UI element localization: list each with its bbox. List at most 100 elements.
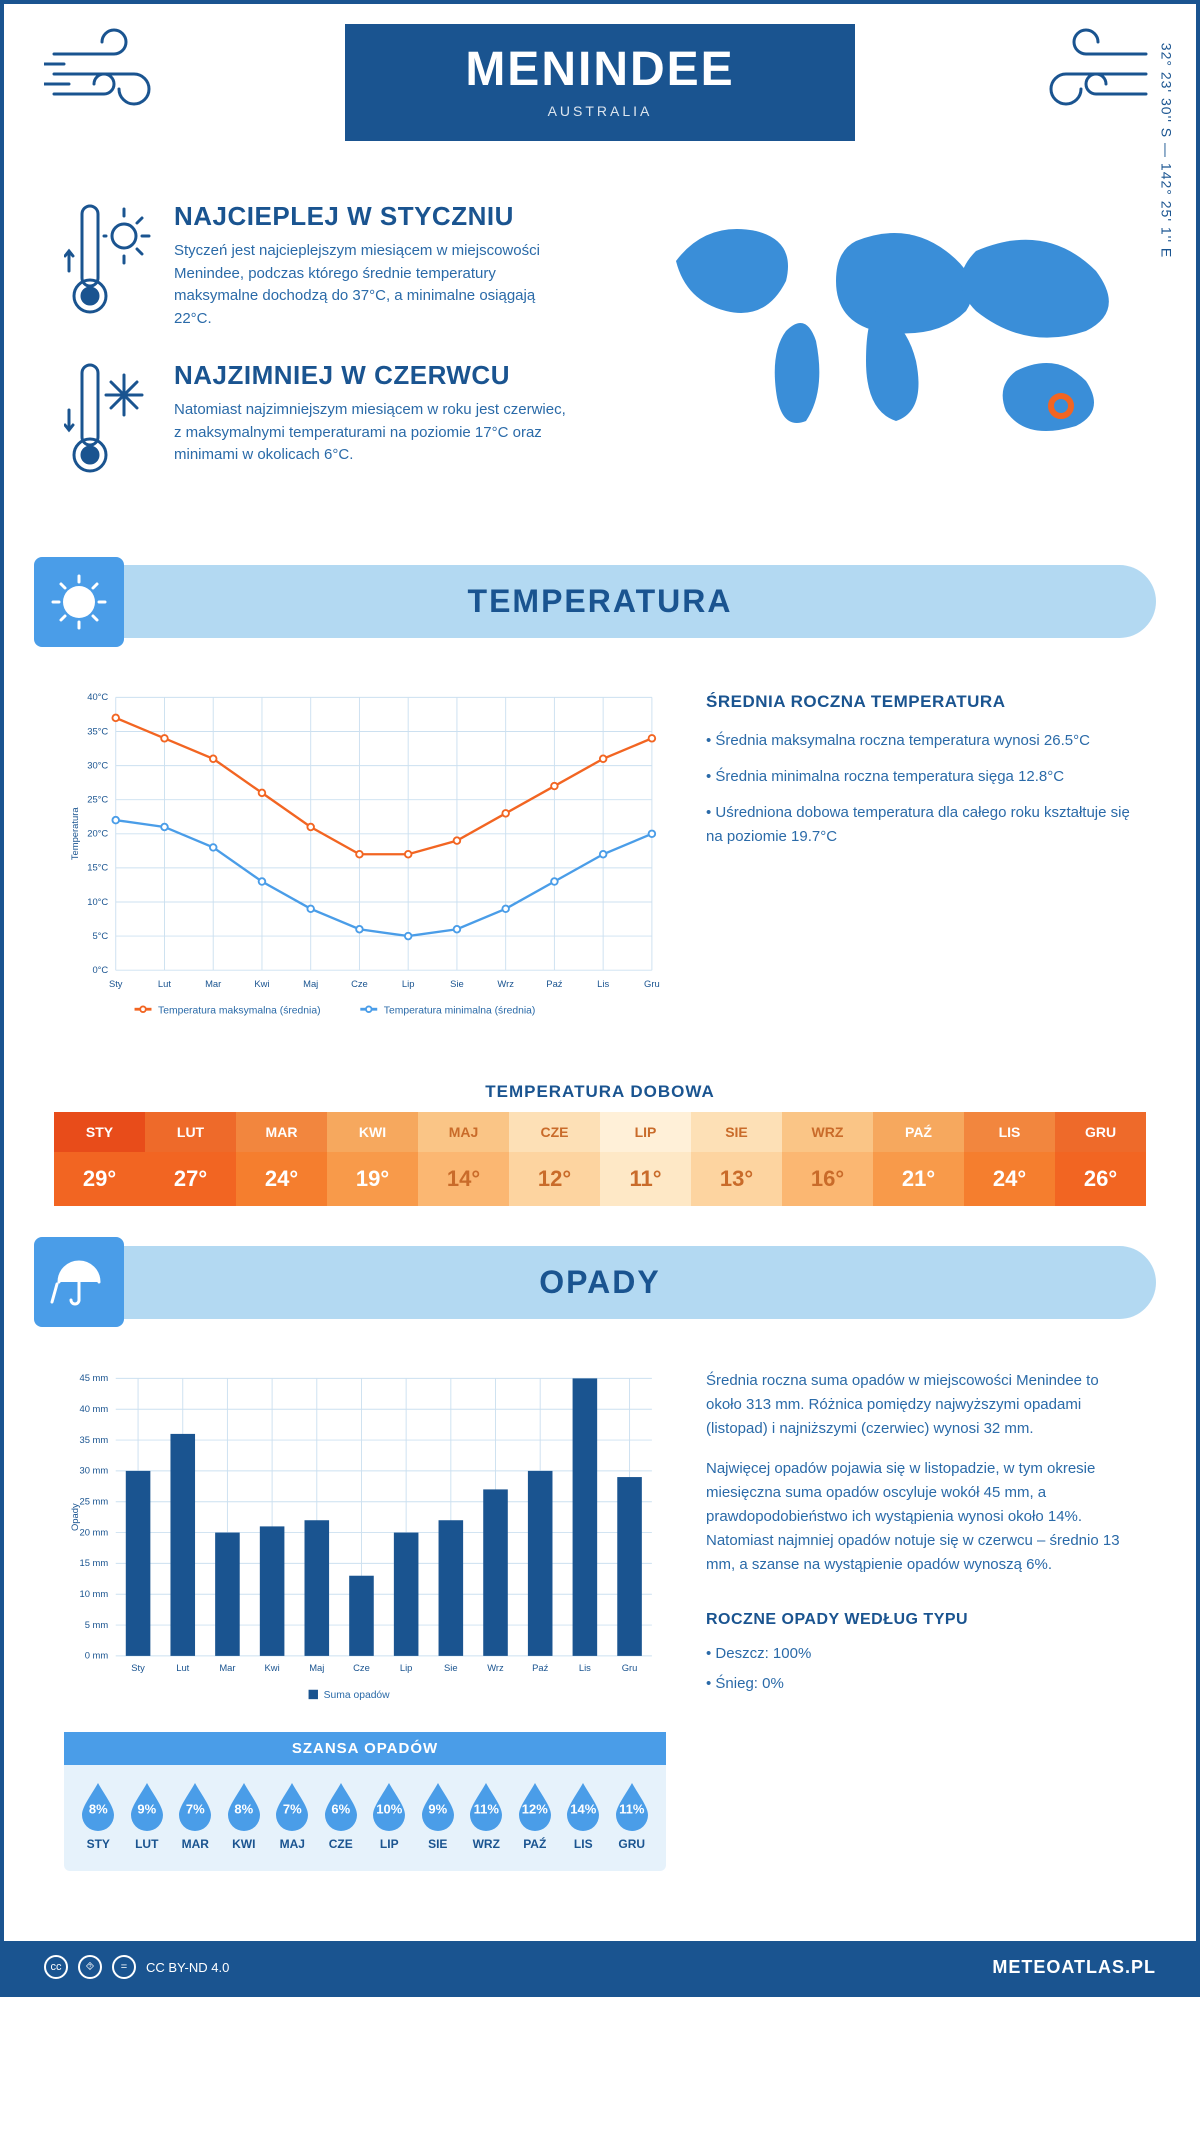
summary-title: ŚREDNIA ROCZNA TEMPERATURA — [706, 688, 1136, 715]
svg-text:Lis: Lis — [597, 978, 609, 989]
svg-text:10 mm: 10 mm — [80, 1588, 109, 1599]
rain-chart-row: 0 mm5 mm10 mm15 mm20 mm25 mm30 mm35 mm40… — [4, 1339, 1196, 1902]
daily-temp-title: TEMPERATURA DOBOWA — [4, 1082, 1196, 1102]
svg-text:25°C: 25°C — [87, 794, 108, 805]
by-icon: ⯑ — [78, 1955, 102, 1979]
svg-text:Kwi: Kwi — [254, 978, 269, 989]
footer: cc ⯑ = CC BY-ND 4.0 METEOATLAS.PL — [4, 1941, 1196, 1993]
svg-text:Sty: Sty — [109, 978, 123, 989]
drop-col: 12% PAŹ — [511, 1781, 560, 1851]
coldest-block: NAJZIMNIEJ W CZERWCU Natomiast najzimnie… — [64, 360, 616, 485]
svg-text:Paź: Paź — [532, 1662, 548, 1673]
svg-text:Temperatura: Temperatura — [69, 807, 80, 860]
license-text: CC BY-ND 4.0 — [146, 1960, 229, 1975]
drop-col: 8% STY — [74, 1781, 123, 1851]
svg-text:0°C: 0°C — [92, 964, 108, 975]
svg-text:20 mm: 20 mm — [80, 1526, 109, 1537]
svg-text:5 mm: 5 mm — [85, 1619, 109, 1630]
drop-col: 7% MAJ — [268, 1781, 317, 1851]
raindrop-icon: 11% — [612, 1781, 652, 1831]
svg-text:Opady: Opady — [69, 1503, 80, 1531]
svg-text:Sie: Sie — [450, 978, 464, 989]
svg-text:25 mm: 25 mm — [80, 1495, 109, 1506]
rain-chance-panel: SZANSA OPADÓW 8% STY 9% LUT 7% MAR 8% KW… — [64, 1732, 666, 1871]
type-bullet: • Deszcz: 100% — [706, 1642, 1136, 1666]
svg-text:Cze: Cze — [351, 978, 368, 989]
svg-text:Lis: Lis — [579, 1662, 591, 1673]
rain-text-2: Najwięcej opadów pojawia się w listopadz… — [706, 1457, 1136, 1577]
drop-col: 6% CZE — [317, 1781, 366, 1851]
svg-text:30°C: 30°C — [87, 759, 108, 770]
temperature-line-chart: 0°C5°C10°C15°C20°C25°C30°C35°C40°CStyLut… — [64, 688, 666, 1027]
drop-col: 8% KWI — [220, 1781, 269, 1851]
svg-text:10°C: 10°C — [87, 896, 108, 907]
svg-text:15°C: 15°C — [87, 862, 108, 873]
temperature-section-bar: TEMPERATURA — [44, 565, 1156, 638]
coordinates: 32° 23' 30'' S — 142° 25' 1'' E — [1158, 43, 1174, 258]
svg-text:Gru: Gru — [644, 978, 660, 989]
nd-icon: = — [112, 1955, 136, 1979]
raindrop-icon: 10% — [369, 1781, 409, 1831]
temp-col: KWI 19° — [327, 1112, 418, 1206]
svg-text:30 mm: 30 mm — [80, 1464, 109, 1475]
raindrop-icon: 7% — [272, 1781, 312, 1831]
raindrop-icon: 6% — [321, 1781, 361, 1831]
wind-icon — [44, 24, 184, 124]
svg-text:5°C: 5°C — [92, 930, 108, 941]
drop-col: 11% WRZ — [462, 1781, 511, 1851]
svg-text:Lut: Lut — [176, 1662, 189, 1673]
sun-icon — [34, 557, 124, 647]
temp-col: CZE 12° — [509, 1112, 600, 1206]
summary-bullet: • Średnia maksymalna roczna temperatura … — [706, 729, 1136, 753]
svg-text:Wrz: Wrz — [487, 1662, 504, 1673]
summary-bullet: • Średnia minimalna roczna temperatura s… — [706, 765, 1136, 789]
raindrop-icon: 12% — [515, 1781, 555, 1831]
umbrella-icon — [34, 1237, 124, 1327]
svg-text:Lip: Lip — [400, 1662, 413, 1673]
rain-section-bar: OPADY — [44, 1246, 1156, 1319]
svg-text:20°C: 20°C — [87, 828, 108, 839]
type-bullet: • Śnieg: 0% — [706, 1672, 1136, 1696]
svg-text:Temperatura minimalna (średnia: Temperatura minimalna (średnia) — [384, 1005, 536, 1016]
svg-text:Maj: Maj — [303, 978, 318, 989]
drop-col: 7% MAR — [171, 1781, 220, 1851]
svg-text:Cze: Cze — [353, 1662, 370, 1673]
temp-col: LIP 11° — [600, 1112, 691, 1206]
raindrop-icon: 7% — [175, 1781, 215, 1831]
svg-text:Sty: Sty — [131, 1662, 145, 1673]
raindrop-icon: 9% — [418, 1781, 458, 1831]
raindrop-icon: 8% — [78, 1781, 118, 1831]
temp-col: SIE 13° — [691, 1112, 782, 1206]
temp-col: GRU 26° — [1055, 1112, 1146, 1206]
temperature-title: TEMPERATURA — [44, 583, 1156, 620]
raindrop-icon: 9% — [127, 1781, 167, 1831]
thermometer-hot-icon — [64, 201, 154, 330]
raindrop-icon: 8% — [224, 1781, 264, 1831]
site-name: METEOATLAS.PL — [992, 1957, 1156, 1978]
svg-text:Sie: Sie — [444, 1662, 458, 1673]
world-map: 32° 23' 30'' S — 142° 25' 1'' E — [656, 201, 1136, 515]
svg-text:Wrz: Wrz — [497, 978, 514, 989]
drop-col: 11% GRU — [608, 1781, 657, 1851]
rain-types-title: ROCZNE OPADY WEDŁUG TYPU — [706, 1607, 1136, 1633]
header: MENINDEE AUSTRALIA — [4, 4, 1196, 181]
intro-row: NAJCIEPLEJ W STYCZNIU Styczeń jest najci… — [4, 181, 1196, 545]
svg-text:Maj: Maj — [309, 1662, 324, 1673]
hottest-title: NAJCIEPLEJ W STYCZNIU — [174, 201, 574, 232]
temp-col: MAR 24° — [236, 1112, 327, 1206]
temp-col: WRZ 16° — [782, 1112, 873, 1206]
svg-text:Temperatura maksymalna (średni: Temperatura maksymalna (średnia) — [158, 1005, 320, 1016]
svg-text:Paź: Paź — [546, 978, 562, 989]
rain-text-1: Średnia roczna suma opadów w miejscowośc… — [706, 1369, 1136, 1441]
svg-text:Gru: Gru — [622, 1662, 638, 1673]
temp-col: STY 29° — [54, 1112, 145, 1206]
svg-text:0 mm: 0 mm — [85, 1649, 109, 1660]
svg-text:Mar: Mar — [205, 978, 221, 989]
svg-text:35°C: 35°C — [87, 725, 108, 736]
raindrop-icon: 11% — [466, 1781, 506, 1831]
cc-icon: cc — [44, 1955, 68, 1979]
svg-text:Kwi: Kwi — [265, 1662, 280, 1673]
license: cc ⯑ = CC BY-ND 4.0 — [44, 1955, 229, 1979]
rain-bar-chart: 0 mm5 mm10 mm15 mm20 mm25 mm30 mm35 mm40… — [64, 1369, 666, 1708]
temperature-chart-row: 0°C5°C10°C15°C20°C25°C30°C35°C40°CStyLut… — [4, 658, 1196, 1062]
